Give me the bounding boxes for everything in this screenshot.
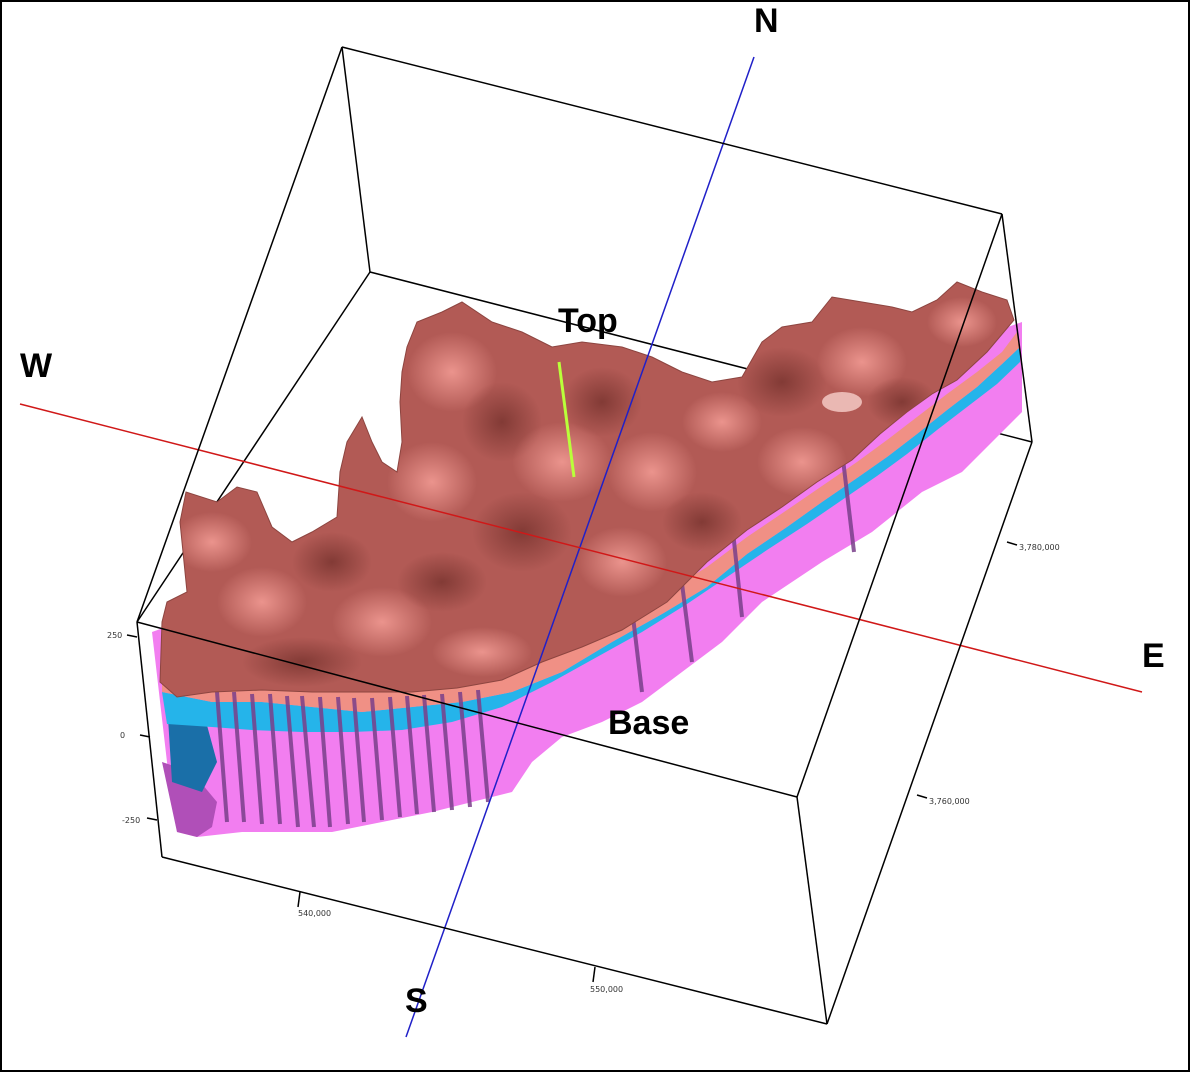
easting-tick-label-1: 540,000 (298, 909, 331, 918)
easting-tick-label-2: 550,000 (590, 985, 623, 994)
base-surface-label: Base (608, 704, 689, 742)
elevation-tick-label-top: 250 (107, 631, 122, 640)
top-surface (159, 281, 1015, 698)
axis-ticks (126, 541, 1018, 983)
northing-tick-label-2: 3,760,000 (929, 797, 970, 806)
elevation-tick-label-bottom: -250 (122, 816, 140, 825)
compass-east-label: E (1142, 637, 1165, 675)
compass-south-label: S (405, 982, 428, 1020)
elevation-tick-label-mid: 0 (120, 731, 125, 740)
northing-tick-label-1: 3,780,000 (1019, 543, 1060, 552)
top-surface-label: Top (558, 302, 618, 340)
cyan-band (162, 347, 1020, 732)
well-marker-line (557, 361, 576, 478)
bounding-box-front (136, 46, 1033, 1025)
west-east-axis (19, 403, 1143, 693)
compass-north-label: N (754, 2, 779, 40)
compass-west-label: W (20, 347, 53, 385)
